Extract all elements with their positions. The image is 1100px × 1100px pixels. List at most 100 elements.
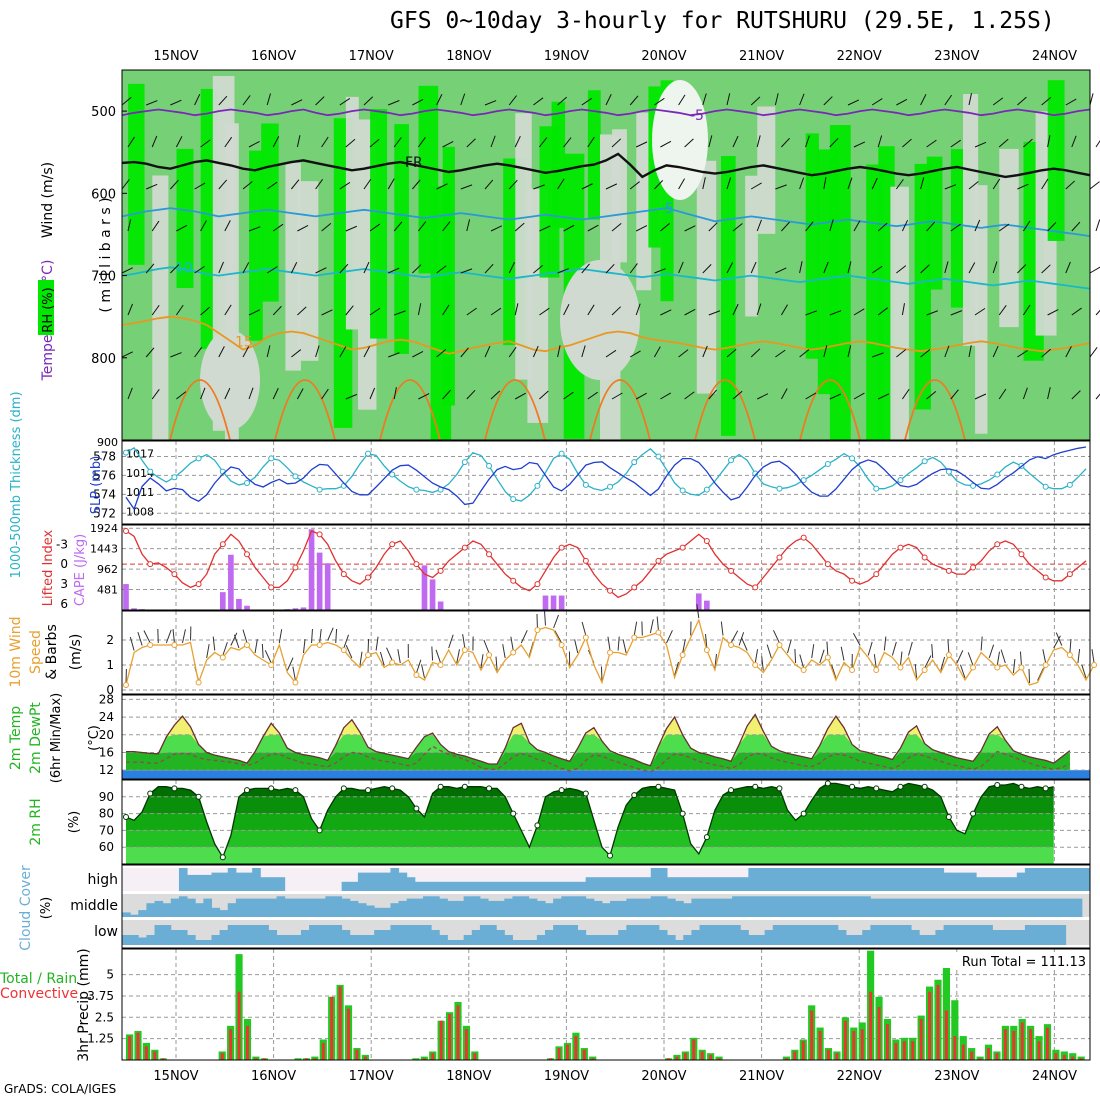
rh2m-line-marker bbox=[728, 787, 735, 794]
wind-barb bbox=[974, 141, 987, 148]
cloud-bar bbox=[309, 925, 318, 945]
date-label-bottom: 15NOV bbox=[153, 1069, 198, 1084]
wind10-barb bbox=[483, 639, 490, 654]
thickness-line-marker bbox=[728, 457, 735, 464]
cloud-ylabel-text: Cloud Cover bbox=[18, 865, 34, 951]
wind-barb bbox=[684, 391, 695, 400]
ytick-label: 0 bbox=[106, 683, 114, 697]
wind10-line-marker bbox=[1091, 662, 1098, 668]
cloud-ylabel2-text: (%) bbox=[39, 897, 54, 920]
cloud-bar bbox=[829, 925, 839, 945]
upper-ylabel-legend: Wind (m/s)Temperature (°C) bbox=[40, 162, 56, 382]
isotherm-line-20 bbox=[589, 379, 651, 441]
wind10-barb bbox=[1091, 649, 1095, 664]
cloud-bar bbox=[618, 930, 627, 945]
cloud-bar bbox=[723, 898, 733, 917]
precip-conv-bar bbox=[936, 984, 940, 1060]
cloud-bar bbox=[675, 877, 684, 891]
cloud-bar bbox=[854, 935, 863, 945]
li-line-marker bbox=[921, 554, 928, 561]
li-line-marker bbox=[655, 557, 662, 564]
cloud-bar bbox=[447, 881, 457, 891]
wind-barb bbox=[708, 389, 718, 400]
cloud-bar bbox=[1049, 898, 1058, 917]
wind10-barb bbox=[766, 644, 772, 659]
cloud-bar bbox=[1057, 868, 1067, 891]
cloud-bar bbox=[862, 930, 871, 945]
wind-barb bbox=[853, 308, 865, 316]
cape-bar bbox=[292, 608, 299, 610]
cloud-bar bbox=[187, 874, 196, 891]
wind10-line-marker bbox=[873, 667, 880, 673]
cloud-bar bbox=[610, 877, 619, 891]
precip-conv-bar bbox=[574, 1036, 578, 1060]
precip-conv-bar bbox=[683, 1053, 687, 1060]
wind-barb bbox=[388, 100, 400, 106]
cloud-bar bbox=[967, 872, 977, 891]
wind10-barb bbox=[462, 634, 466, 649]
cloud-bar bbox=[1008, 930, 1018, 945]
cloud-bar bbox=[374, 872, 383, 891]
wind-barb bbox=[1071, 307, 1082, 316]
date-label-bottom: 20NOV bbox=[641, 1069, 686, 1084]
thickness-line-marker bbox=[607, 483, 614, 490]
wind10-barb bbox=[137, 632, 143, 646]
rh-band bbox=[721, 156, 736, 436]
wind10-barb bbox=[811, 644, 815, 659]
cloud-ylabel2: (%) bbox=[39, 897, 54, 920]
date-label-top: 16NOV bbox=[251, 49, 296, 64]
cloud-bar bbox=[870, 868, 880, 891]
ytick-label-right: 1924 bbox=[90, 522, 118, 535]
cloud-bar bbox=[569, 925, 579, 945]
wind-barb bbox=[726, 262, 734, 274]
isotherm-label: FR bbox=[405, 155, 423, 171]
cloud-bar bbox=[406, 877, 416, 891]
upper-ylabel: ( m i l l i b a r s ) bbox=[98, 197, 114, 312]
cloud-bar bbox=[723, 925, 733, 945]
cloud-bar bbox=[902, 868, 912, 891]
temp-area-cool bbox=[126, 752, 1070, 771]
cloud-bar bbox=[325, 925, 334, 945]
wind-barb bbox=[823, 177, 827, 190]
precip-conv-bar bbox=[246, 1025, 249, 1060]
thickness-line-marker bbox=[558, 450, 565, 457]
cloud-bar bbox=[691, 877, 701, 891]
precip-conv-bar bbox=[709, 1054, 713, 1060]
wind-barb bbox=[920, 349, 931, 358]
wind10-barb bbox=[931, 643, 934, 659]
cloud-bar bbox=[789, 925, 798, 945]
precip-total-bar bbox=[1077, 1056, 1085, 1060]
cape-bar bbox=[324, 563, 331, 610]
li-line-marker bbox=[413, 561, 420, 568]
cloud-bar bbox=[520, 896, 530, 917]
rh-band bbox=[249, 150, 263, 341]
cloud-bar bbox=[797, 896, 806, 917]
wind-barb bbox=[823, 96, 833, 106]
cloud-bar bbox=[943, 925, 953, 945]
rh2m-line-marker bbox=[897, 783, 904, 790]
wind-barb bbox=[805, 392, 817, 400]
thickness-line-marker bbox=[486, 462, 493, 469]
li-line-marker bbox=[316, 531, 323, 538]
wind-barb bbox=[200, 306, 211, 316]
wind-barb bbox=[418, 221, 427, 232]
cloud-bar bbox=[1024, 898, 1034, 917]
li-line-marker bbox=[1066, 571, 1073, 578]
cloud-bar bbox=[553, 881, 562, 891]
wind-barb bbox=[394, 310, 406, 316]
cloud-bar bbox=[658, 930, 668, 945]
wind-barb bbox=[484, 179, 494, 190]
precip-total-bar bbox=[311, 1056, 319, 1060]
isotherm-line-20 bbox=[799, 379, 861, 441]
wind-barb bbox=[1047, 135, 1051, 148]
cloud-bar bbox=[862, 896, 871, 917]
wind10-barb bbox=[914, 664, 918, 679]
ytick-label-right: 1014 bbox=[126, 467, 154, 480]
wind10-barb bbox=[1053, 635, 1061, 649]
ytick-label: 500 bbox=[91, 105, 116, 120]
wind-barb bbox=[1065, 98, 1077, 106]
isotherm-line-20 bbox=[904, 379, 966, 441]
wind-barb bbox=[218, 95, 228, 106]
